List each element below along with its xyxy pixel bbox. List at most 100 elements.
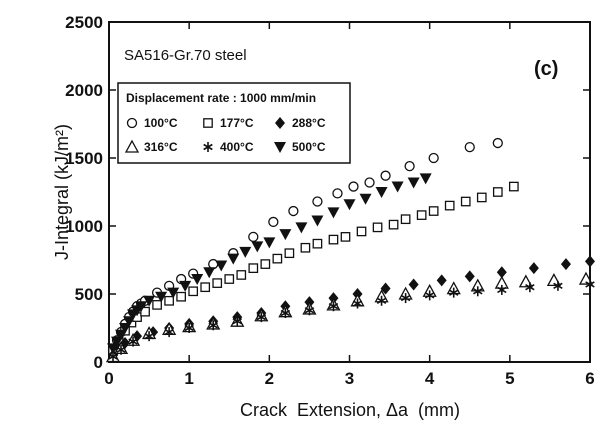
series-1-point-24	[388, 219, 399, 230]
series-0-point-17	[288, 205, 299, 217]
series-3-point-20	[546, 273, 562, 287]
y-tick-label-2: 1000	[65, 217, 103, 236]
series-4-point-5	[184, 323, 194, 333]
series-5-point-19	[279, 229, 292, 241]
series-1-point-29	[460, 196, 471, 207]
x-tick-label-6: 6	[585, 369, 594, 388]
series-4-point-12	[352, 298, 363, 309]
legend-marker-1	[203, 118, 213, 128]
series-0-point-19	[332, 188, 343, 199]
series-4-point-18	[497, 284, 507, 295]
series-5-point-23	[343, 199, 356, 211]
legend-label-5: 500°C	[292, 140, 326, 154]
series-1-point-14	[248, 263, 259, 274]
series-4-point-13	[376, 295, 387, 306]
series-5-point-22	[327, 207, 340, 219]
series-2-point-14	[380, 282, 391, 295]
series-4-point-14	[400, 293, 411, 304]
x-tick-label-5: 5	[505, 369, 514, 388]
y-tick-label-0: 0	[94, 353, 103, 372]
y-tick-label-4: 2000	[65, 81, 103, 100]
legend-marker-2	[275, 117, 285, 129]
series-2-point-21	[585, 255, 595, 268]
series-1-point-26	[416, 210, 427, 220]
axes: 0 1 2 3 4 5 6 0 500 1000 1500 2000 2500	[65, 13, 595, 388]
series-0-point-23	[404, 161, 415, 172]
series-5-point-17	[251, 241, 264, 253]
series-4-point-9	[280, 308, 291, 319]
series-4-point-1	[116, 344, 126, 355]
series-2	[108, 255, 595, 362]
series-5-point-24	[359, 193, 372, 205]
series-2-point-20	[560, 258, 571, 271]
series-4-point-3	[144, 331, 154, 342]
y-tick-label-1: 500	[75, 285, 103, 304]
series-5-point-10	[167, 287, 180, 299]
y-tick-label-5: 2500	[65, 13, 103, 32]
series-5-point-14	[215, 260, 228, 272]
series-1-point-6	[152, 300, 162, 310]
series-5-point-9	[155, 291, 168, 303]
series-1-point-20	[328, 234, 339, 245]
x-tick-label-1: 1	[184, 369, 193, 388]
series-5-point-15	[227, 253, 240, 265]
series-1-point-31	[492, 187, 503, 197]
series-1-point-19	[312, 238, 323, 249]
series-1-point-22	[356, 226, 367, 237]
series-5-point-1	[111, 336, 124, 348]
series-1-point-21	[340, 232, 351, 242]
series-5-point-2	[115, 329, 128, 341]
series-1-point-15	[260, 259, 271, 269]
series-2-point-16	[436, 274, 447, 287]
legend-marker-5	[274, 142, 286, 153]
x-tick-label-2: 2	[265, 369, 274, 388]
series-1-point-11	[212, 278, 223, 288]
series-5-point-25	[375, 187, 388, 198]
series-0-point-21	[364, 177, 375, 188]
panel-label: (c)	[534, 58, 558, 80]
series-4-point-20	[553, 280, 563, 291]
series-0-point-24	[428, 152, 439, 164]
series-1-point-10	[200, 282, 211, 293]
series-3	[105, 271, 594, 363]
series-5-point-21	[311, 215, 324, 227]
series-5-point-7	[135, 301, 148, 313]
plot-area-border	[108, 21, 591, 363]
series-5-point-3	[119, 323, 132, 334]
legend-label-4: 400°C	[220, 140, 254, 154]
legend-marker-4	[203, 142, 213, 152]
series-5-point-4	[123, 316, 136, 328]
x-tick-label-3: 3	[345, 369, 354, 388]
series-1-point-23	[372, 222, 383, 233]
series-0-point-15	[248, 231, 259, 243]
series-4-point-17	[473, 286, 483, 297]
series-2-point-17	[464, 270, 475, 283]
x-axis-label: Crack Extension, Δa (mm)	[240, 400, 460, 420]
series-1-point-30	[476, 192, 487, 203]
series-5	[107, 173, 432, 355]
series-4-point-15	[424, 290, 435, 301]
series-0-point-22	[380, 170, 391, 181]
series-4-point-4	[164, 327, 174, 338]
x-tick-label-4: 4	[425, 369, 435, 388]
series-4-point-6	[208, 320, 218, 331]
series-5-point-12	[191, 274, 204, 286]
legend-label-0: 100°C	[144, 116, 178, 130]
series-1-point-32	[508, 181, 519, 192]
legend-marker-3	[124, 139, 140, 153]
series-2-point-19	[528, 262, 539, 275]
series-5-point-8	[143, 295, 156, 307]
legend-label-2: 288°C	[292, 116, 326, 130]
y-axis-label: J-Integral (kJ/m²)	[52, 124, 72, 260]
series-5-point-27	[407, 177, 420, 189]
series-4	[108, 279, 595, 362]
y-tick-label-3: 1500	[65, 149, 103, 168]
series-5-point-20	[295, 222, 308, 234]
series-2-point-15	[408, 278, 419, 291]
series-1-point-9	[188, 286, 199, 297]
series-4-point-19	[525, 282, 535, 293]
series-1-point-25	[400, 214, 411, 225]
series-0-point-16	[268, 216, 279, 228]
series-3-point-21	[578, 271, 594, 285]
